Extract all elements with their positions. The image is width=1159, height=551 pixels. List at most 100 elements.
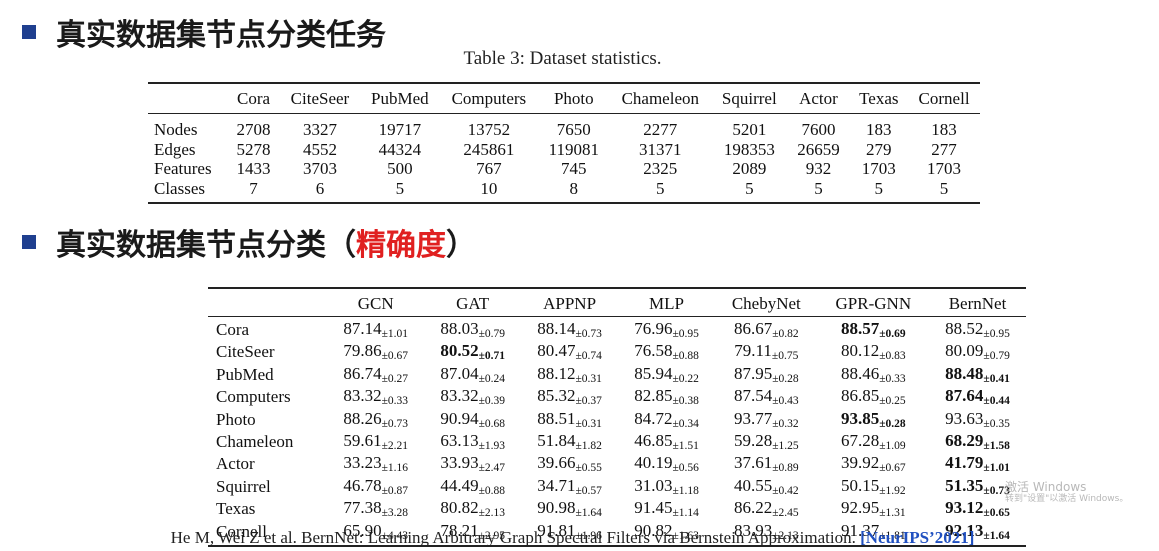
table-cell: 44.49±0.88 [424, 476, 521, 498]
table-row: Texas 77.38±3.28 80.82±2.13 90.98±1.64 91.45… [208, 498, 1026, 520]
table-cell: 5 [656, 178, 665, 198]
table-cell: 78.21±2.95 [424, 521, 521, 546]
cell-std: ±3.28 [381, 507, 409, 520]
cell-mean: 87.54 [733, 386, 773, 406]
cell-mean: 86.67 [733, 319, 773, 338]
table-cell: 1433 [236, 159, 271, 178]
table-cell: 6 [315, 178, 325, 198]
cell-std: ±1.58 [983, 440, 1010, 453]
table-cell: 183 [866, 120, 892, 139]
cell-mean: 88.03 [440, 319, 479, 338]
cell-std: ±1.64 [983, 529, 1010, 542]
heading-accent: 精确度 [356, 228, 446, 263]
cell-mean: 80.09 [945, 341, 984, 361]
table-cell: 1703 [861, 159, 896, 178]
table-cell: 93.77±0.32 [715, 409, 818, 431]
row-label: Computers [216, 387, 291, 407]
cell-std: ±1.51 [672, 440, 699, 453]
table-cell: 85.94±0.22 [618, 364, 715, 386]
table-cell: 44324 [378, 139, 422, 159]
cell-mean: 87.04 [440, 363, 479, 383]
table-row: Computers 83.32±0.33 83.32±0.39 85.32±0.37 8… [208, 386, 1026, 408]
row-label: Nodes [154, 120, 198, 139]
cell-mean: 31.03 [634, 475, 673, 495]
cell-mean: 87.95 [733, 363, 773, 383]
table-caption: Table 3: Dataset statistics. [463, 48, 662, 69]
cell-std: ±0.75 [771, 350, 799, 363]
cell-mean: 51.84 [537, 431, 576, 451]
cell-std: ±0.87 [381, 484, 409, 497]
cell-std: ±0.67 [879, 462, 906, 475]
watermark-line-1: 激活 Windows [1005, 480, 1087, 494]
cell-mean: 93.77 [733, 408, 773, 428]
table-cell: 37.61±0.89 [715, 453, 818, 475]
cell-mean: 88.48 [945, 363, 984, 383]
row-label: Chameleon [216, 432, 294, 452]
cell-std: ±0.74 [575, 350, 602, 363]
column-header: Texas [859, 89, 899, 108]
cell-mean: 83.93 [733, 520, 773, 540]
cell-mean: 90.82 [634, 520, 673, 540]
cell-std: ±0.79 [478, 328, 505, 340]
row-label: Photo [216, 409, 256, 429]
cell-mean: 93.63 [945, 408, 984, 428]
table-cell: 50.15±1.92 [818, 476, 929, 498]
cell-std: ±0.88 [478, 484, 505, 497]
table-cell: 183 [931, 120, 957, 139]
cell-std: ±0.71 [478, 350, 505, 363]
cell-mean: 85.32 [537, 386, 576, 406]
cell-std: ±0.73 [983, 484, 1010, 497]
cell-mean: 37.61 [733, 453, 773, 473]
cell-std: ±0.41 [983, 372, 1010, 385]
cell-mean: 40.19 [634, 453, 673, 473]
table-cell: 932 [805, 159, 832, 178]
column-header: MLP [649, 294, 685, 313]
table-cell: 67.28±1.09 [818, 431, 929, 453]
table-cell: 8 [569, 178, 579, 198]
cell-mean: 77.38 [343, 498, 382, 518]
table-row: Edges 5278 4552 44324 245861 119081 31371 19835… [148, 140, 980, 160]
table-row: Actor 33.23±1.16 33.93±2.47 39.66±0.55 40.19… [208, 453, 1026, 475]
table-cell: 13752 [467, 120, 511, 139]
table-cell: 39.92±0.67 [818, 453, 929, 475]
table-cell: 76.58±0.88 [618, 341, 715, 363]
table-cell: 245861 [463, 139, 515, 159]
cell-std: ±0.33 [879, 372, 906, 385]
table-cell: 83.93±2.13 [715, 521, 818, 546]
cell-mean: 79.86 [343, 341, 382, 361]
table-cell: 80.12±0.83 [818, 341, 929, 363]
dataset-statistics-table: Cora CiteSeer PubMed Computers Photo Chameleo… [148, 82, 980, 204]
cell-mean: 91.37 [840, 520, 880, 540]
table-cell: 745 [561, 159, 587, 178]
cell-std: ±1.01 [983, 462, 1010, 475]
table-cell: 87.04±0.24 [424, 364, 521, 386]
table-cell: 83.32±0.39 [424, 386, 521, 408]
cell-std: ±0.69 [879, 328, 906, 340]
cell-std: ±1.18 [672, 484, 699, 497]
cell-mean: 80.47 [537, 341, 576, 361]
cell-std: ±0.27 [381, 372, 409, 385]
table-header-row: Cora CiteSeer PubMed Computers Photo Chameleo… [148, 83, 980, 114]
cell-mean: 88.51 [537, 408, 576, 428]
section-heading-accuracy: 真实数据集节点分类（ 精确度） [22, 220, 476, 264]
cell-std: ±1.92 [879, 484, 906, 497]
table-row: Cornell 65.90±4.43 78.21±2.95 91.81±1.96 90.… [208, 521, 1026, 546]
column-header [208, 288, 327, 317]
cell-mean: 93.12 [945, 498, 984, 518]
citation: He M, Wei Z et al. BernNet: Learning Arb… [0, 528, 1145, 548]
row-label: Squirrel [216, 476, 271, 496]
table-cell: 90.98±1.64 [521, 498, 618, 520]
heading-prefix: 真实数据集节点分类（ [56, 228, 356, 263]
table-row: Cora 87.14±1.01 88.03±0.79 88.14±0.73 76.96±… [208, 317, 1026, 342]
table-cell: 2708 [236, 120, 271, 139]
cell-mean: 34.71 [537, 475, 576, 495]
table-cell: 40.19±0.56 [618, 453, 715, 475]
cell-mean: 88.52 [945, 319, 984, 338]
cell-std: ±0.44 [983, 395, 1010, 408]
table-cell: 77.38±3.28 [327, 498, 424, 520]
cell-mean: 83.32 [343, 386, 382, 406]
table-cell: 26659 [797, 139, 840, 159]
column-header: Cora [237, 89, 271, 108]
table-cell: 7 [249, 178, 258, 198]
